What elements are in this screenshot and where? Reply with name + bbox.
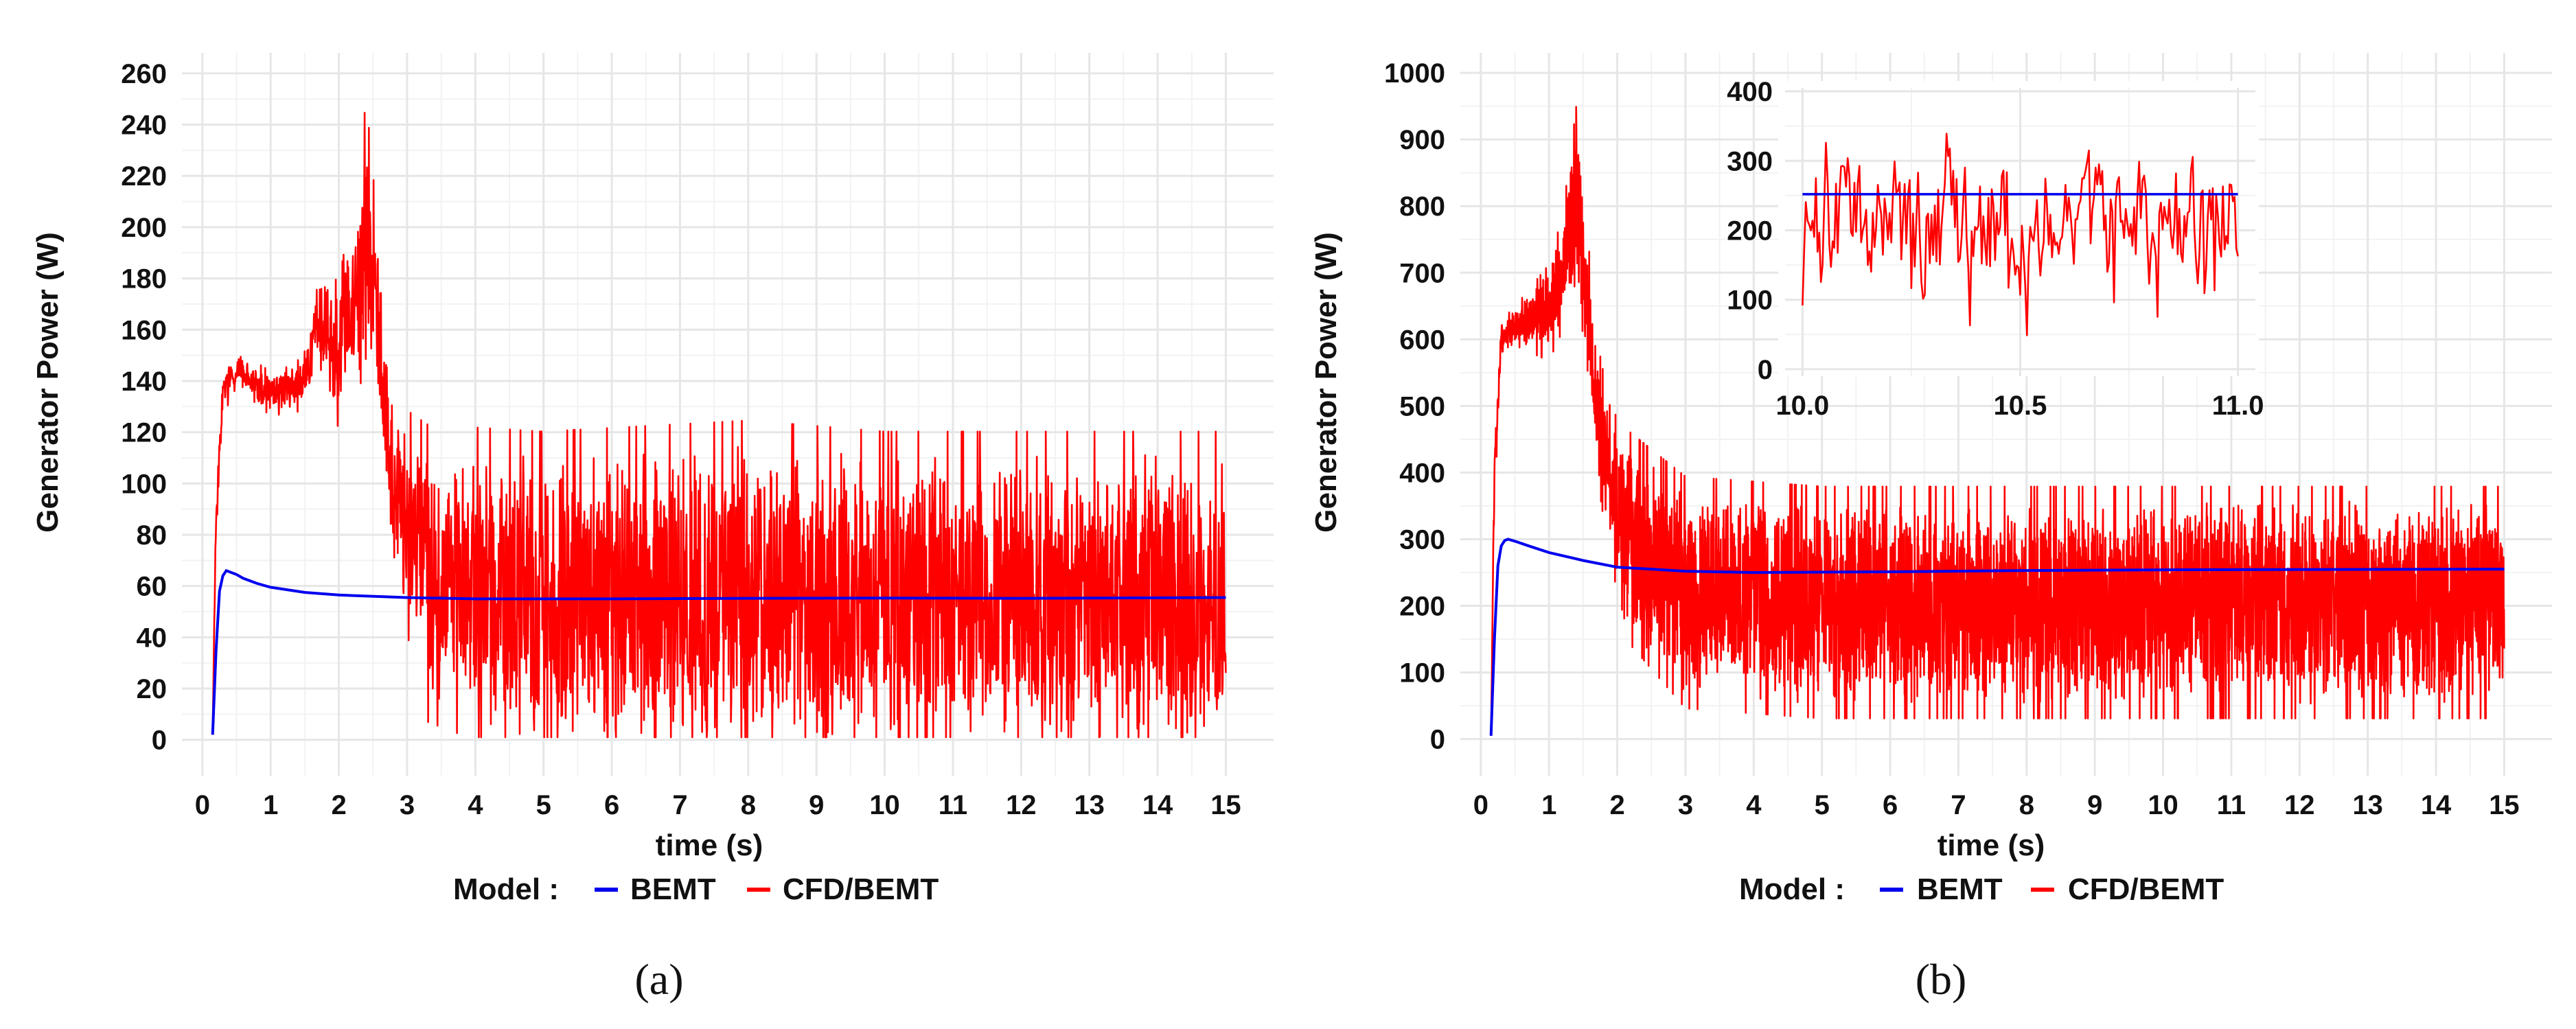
chart-a-y-tick-label: 60 bbox=[137, 572, 168, 602]
chart-a-y-tick-label: 220 bbox=[121, 161, 167, 192]
chart-b-y-tick-label: 1000 bbox=[1384, 58, 1445, 89]
chart-a-x-tick-label: 4 bbox=[468, 790, 483, 820]
chart-b-inset-x-tick-label: 10.0 bbox=[1775, 391, 1829, 421]
chart-b-x-tick-label: 8 bbox=[2019, 790, 2034, 820]
chart-b-inset-y-tick-label: 200 bbox=[1727, 216, 1773, 246]
chart-b-x-tick-label: 7 bbox=[1951, 790, 1966, 820]
chart-b-y-tick-label: 0 bbox=[1430, 725, 1445, 755]
chart-b-y-tick-label: 500 bbox=[1399, 391, 1445, 421]
chart-b-legend-title: Model : bbox=[1739, 872, 1845, 906]
chart-b-x-axis-label: time (s) bbox=[1937, 829, 2045, 862]
chart-b-inset-x-tick-label: 10.5 bbox=[1994, 391, 2047, 421]
chart-a-y-tick-label: 40 bbox=[137, 623, 168, 653]
series-bemt-line bbox=[1489, 537, 2505, 736]
chart-a-x-tick-label: 7 bbox=[672, 790, 687, 820]
series-cfd-bemt-line bbox=[211, 112, 1227, 739]
chart-b-inset-y-tick-label: 400 bbox=[1727, 77, 1773, 107]
chart-a-x-tick-label: 5 bbox=[536, 790, 551, 820]
chart-b-inset-y-ticks: 0 100 200 300 400 bbox=[1727, 77, 1773, 385]
chart-a-y-ticks: 0 20 40 60 80 100 120 140 160 180 200 220 240 260 bbox=[121, 59, 167, 756]
chart-b-y-tick-label: 100 bbox=[1399, 658, 1445, 689]
chart-a-legend-label-cfd: CFD/BEMT bbox=[783, 872, 939, 906]
chart-a-x-tick-label: 10 bbox=[869, 790, 900, 820]
chart-b-y-tick-label: 600 bbox=[1399, 325, 1445, 355]
chart-b-y-axis-label: Generator Power (W) bbox=[1309, 232, 1343, 533]
chart-a-x-tick-label: 11 bbox=[939, 790, 967, 820]
chart-b-y-tick-label: 900 bbox=[1399, 125, 1445, 155]
chart-b-x-tick-label: 2 bbox=[1609, 790, 1624, 820]
chart-a-y-tick-label: 140 bbox=[121, 367, 167, 397]
chart-b-x-tick-label: 0 bbox=[1473, 790, 1488, 820]
chart-a-x-tick-label: 3 bbox=[400, 790, 415, 820]
series-cfd-bemt-line bbox=[1490, 106, 2505, 736]
chart-a-y-tick-label: 180 bbox=[121, 264, 167, 294]
panel-label-a: (a) bbox=[634, 955, 683, 1004]
chart-a-y-tick-label: 100 bbox=[121, 469, 167, 499]
chart-a-x-tick-label: 6 bbox=[604, 790, 619, 820]
chart-b-inset-x-tick-label: 11.0 bbox=[2212, 391, 2264, 421]
chart-a-y-tick-label: 240 bbox=[121, 111, 167, 141]
chart-b-y-tick-label: 700 bbox=[1399, 258, 1445, 288]
chart-b-x-ticks: 0 1 2 3 4 5 6 7 8 9 10 11 12 13 14 15 bbox=[1473, 790, 2520, 820]
chart-b-inset-series-cfd-bemt-line bbox=[1802, 132, 2239, 336]
chart-b-x-tick-label: 5 bbox=[1815, 790, 1830, 820]
chart-a-x-tick-label: 13 bbox=[1074, 790, 1105, 820]
chart-b-inset-x-ticks: 10.0 10.5 11.0 bbox=[1775, 391, 2264, 421]
chart-a-y-tick-label: 200 bbox=[121, 213, 167, 243]
chart-b-inset-series bbox=[1802, 132, 2239, 336]
chart-a-x-tick-label: 8 bbox=[741, 790, 756, 820]
chart-a-legend-title: Model : bbox=[453, 872, 559, 906]
chart-a-x-tick-label: 15 bbox=[1210, 790, 1241, 820]
chart-a-y-axis-label: Generator Power (W) bbox=[31, 232, 65, 533]
chart-b-x-tick-label: 11 bbox=[2217, 790, 2246, 820]
chart-b-y-tick-label: 200 bbox=[1399, 592, 1445, 622]
chart-b-y-ticks: 0 100 200 300 400 500 600 700 800 900 1000 bbox=[1384, 58, 1445, 755]
chart-b-x-tick-label: 12 bbox=[2284, 790, 2315, 820]
chart-a-y-tick-label: 0 bbox=[152, 726, 167, 756]
chart-b-inset-y-tick-label: 100 bbox=[1727, 286, 1773, 316]
chart-b-legend-label-bemt: BEMT bbox=[1917, 872, 2003, 906]
chart-a-x-ticks: 0 1 2 3 4 5 6 7 8 9 10 11 12 13 14 15 bbox=[195, 790, 1241, 820]
chart-b-inset-y-tick-label: 0 bbox=[1758, 355, 1773, 385]
chart-a-x-tick-label: 0 bbox=[195, 790, 210, 820]
chart-b-x-tick-label: 6 bbox=[1883, 790, 1898, 820]
chart-a-legend: Model : BEMT CFD/BEMT bbox=[453, 872, 939, 906]
chart-b-inset: 0 100 200 300 400 10.0 10.5 11.0 bbox=[1727, 77, 2264, 421]
chart-b-x-tick-label: 14 bbox=[2421, 790, 2452, 820]
chart-b-inset-y-tick-label: 300 bbox=[1727, 146, 1773, 176]
chart-b-legend: Model : BEMT CFD/BEMT bbox=[1739, 872, 2224, 906]
chart-a-y-tick-label: 80 bbox=[137, 520, 168, 551]
chart-a-x-axis-label: time (s) bbox=[656, 829, 763, 862]
chart-b-x-tick-label: 15 bbox=[2489, 790, 2520, 820]
chart-a-y-tick-label: 20 bbox=[137, 674, 168, 704]
chart-b-legend-label-cfd: CFD/BEMT bbox=[2068, 872, 2224, 906]
chart-a-x-tick-label: 2 bbox=[331, 790, 346, 820]
chart-b-x-tick-label: 9 bbox=[2087, 790, 2102, 820]
chart-b-x-tick-label: 10 bbox=[2148, 790, 2178, 820]
chart-a-y-tick-label: 260 bbox=[121, 59, 167, 89]
chart-b-y-tick-label: 800 bbox=[1399, 192, 1445, 222]
chart-a-series bbox=[211, 112, 1227, 739]
series-bemt-line bbox=[211, 568, 1226, 735]
chart-b-y-tick-label: 400 bbox=[1399, 458, 1445, 488]
chart-a-y-tick-label: 160 bbox=[121, 315, 167, 345]
chart-b-x-tick-label: 1 bbox=[1541, 790, 1556, 820]
chart-b-x-tick-label: 13 bbox=[2352, 790, 2383, 820]
chart-a-x-tick-label: 1 bbox=[263, 790, 278, 820]
chart-b-series bbox=[1489, 106, 2505, 736]
chart-a-x-tick-label: 9 bbox=[809, 790, 824, 820]
chart-a-x-tick-label: 14 bbox=[1142, 790, 1173, 820]
chart-b-y-tick-label: 300 bbox=[1399, 524, 1445, 555]
panel-label-b: (b) bbox=[1916, 955, 1967, 1004]
chart-a-legend-label-bemt: BEMT bbox=[630, 872, 716, 906]
chart-a-x-tick-label: 12 bbox=[1006, 790, 1037, 820]
chart-a-y-tick-label: 120 bbox=[121, 418, 167, 448]
chart-b-x-tick-label: 3 bbox=[1678, 790, 1693, 820]
chart-b-x-tick-label: 4 bbox=[1746, 790, 1762, 820]
